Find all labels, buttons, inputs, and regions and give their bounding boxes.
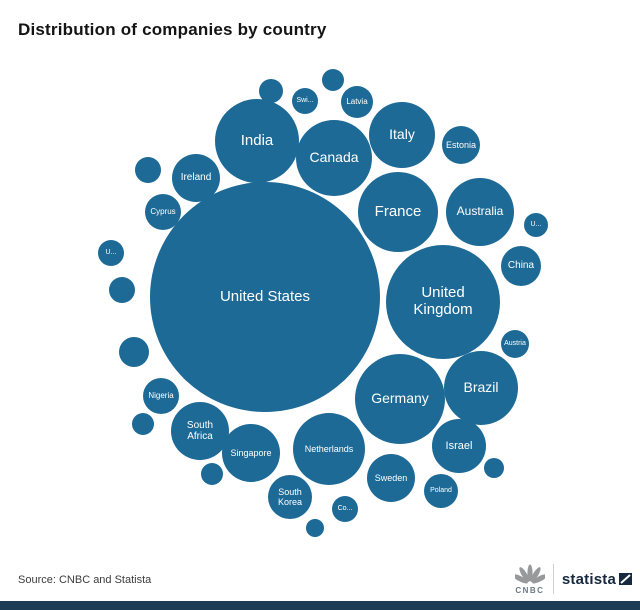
bubble-label: South Africa (186, 419, 214, 442)
bottom-accent-bar (0, 601, 640, 610)
bubble-label: South Korea (277, 486, 303, 507)
bubble-label: United States (219, 287, 311, 305)
bubble-canada: Canada (296, 120, 372, 196)
bubble-small-4 (109, 277, 135, 303)
bubble-germany: Germany (355, 354, 445, 444)
bubble-small-5 (119, 337, 149, 367)
bubble-australia: Australia (446, 178, 514, 246)
bubble-label: Latvia (346, 96, 368, 106)
bubble-label: Nigeria (148, 390, 174, 400)
bubble-israel: Israel (432, 419, 486, 473)
bubble-south-africa: South Africa (171, 402, 229, 460)
bubble-poland: Poland (424, 474, 458, 508)
bubble-label: Germany (371, 390, 429, 407)
bubble-cyprus: Cyprus (145, 194, 181, 230)
bubble-singapore: Singapore (222, 424, 280, 482)
bubble-small-3 (135, 157, 161, 183)
bubble-label: France (374, 202, 422, 220)
bubble-label: Cyprus (150, 206, 176, 216)
logo-divider (552, 564, 554, 594)
bubble-small-9 (484, 458, 504, 478)
bubble-label: Austria (504, 340, 526, 348)
bubble-label: United Kingdom (413, 284, 473, 318)
bubble-france: France (358, 172, 438, 252)
bubble-label: Poland (430, 487, 452, 495)
bubble-label: Swi... (296, 97, 314, 105)
bubble-austria: Austria (501, 330, 529, 358)
bubble-estonia: Estonia (442, 126, 480, 164)
bubble-label: U... (530, 221, 542, 229)
bubble-u-truncated-right: U... (524, 213, 548, 237)
bubble-label: China (507, 260, 535, 272)
bubble-small-6 (132, 413, 154, 435)
bubble-small-1 (259, 79, 283, 103)
statista-mark-icon (619, 573, 632, 585)
bubble-label: Australia (456, 204, 504, 219)
cnbc-peacock-icon (514, 564, 545, 584)
bubble-china: China (501, 246, 541, 286)
bubble-swi-truncated: Swi... (292, 88, 318, 114)
bubble-netherlands: Netherlands (293, 413, 365, 485)
bubble-small-2 (322, 69, 344, 91)
page-title: Distribution of companies by country (18, 20, 327, 40)
bubble-label: Co... (337, 505, 353, 513)
cnbc-logo: CNBC (514, 563, 545, 595)
bubble-label: Singapore (230, 447, 272, 458)
bubble-u-truncated-left: U... (98, 240, 124, 266)
bubble-label: Italy (389, 126, 415, 143)
bubble-sweden: Sweden (367, 454, 415, 502)
source-text: Source: CNBC and Statista (18, 574, 152, 586)
bubble-co-truncated: Co... (332, 496, 358, 522)
bubble-small-7 (201, 463, 223, 485)
bubble-label: Estonia (445, 139, 477, 150)
bubble-label: Ireland (180, 172, 212, 184)
bubble-label: U... (105, 249, 117, 257)
bubble-ireland: Ireland (172, 154, 220, 202)
logo-area: CNBC statista (514, 562, 632, 596)
bubble-label: Brazil (463, 379, 499, 396)
bubble-label: Canada (309, 149, 359, 166)
bubble-small-8 (306, 519, 324, 537)
statista-wordmark: statista (561, 570, 616, 588)
bubble-nigeria: Nigeria (143, 378, 179, 414)
bubble-italy: Italy (369, 102, 435, 168)
cnbc-wordmark: CNBC (515, 586, 545, 595)
bubble-united-states: United States (150, 182, 380, 412)
bubble-label: Netherlands (304, 443, 354, 454)
bubble-label: Sweden (374, 472, 408, 483)
bubble-label: India (240, 131, 274, 149)
statista-logo: statista (562, 571, 632, 588)
bubble-latvia: Latvia (341, 86, 373, 118)
bubble-brazil: Brazil (444, 351, 518, 425)
bubble-india: India (215, 99, 299, 183)
bubble-united-kingdom: United Kingdom (386, 245, 500, 359)
bubble-south-korea: South Korea (268, 475, 312, 519)
bubble-label: Israel (445, 439, 473, 452)
